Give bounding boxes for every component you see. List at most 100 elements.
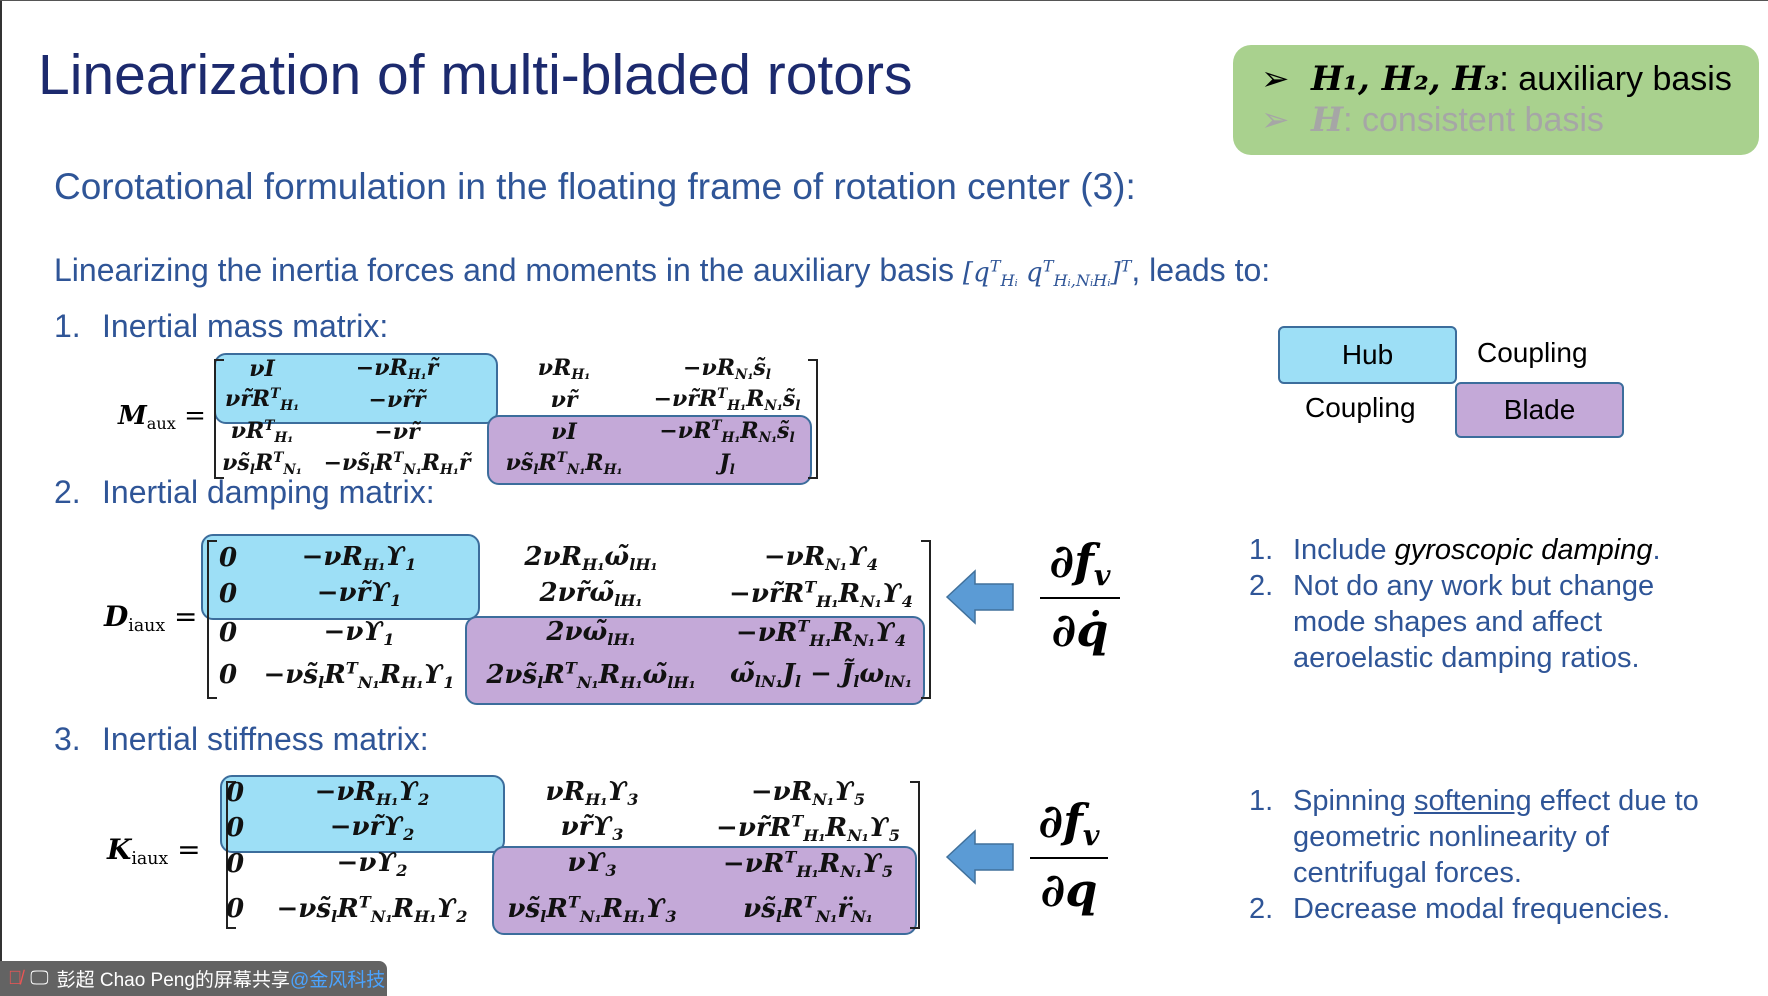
matrix-entry: −νr̃ϒ2 — [330, 812, 415, 844]
math-symbol: R — [374, 450, 394, 477]
math-symbol: −νr̃r̃ — [368, 387, 426, 413]
math-symbol: ϒ — [834, 777, 854, 808]
math-symbol: −νR — [659, 418, 712, 445]
matrix-entry: νr̃ϒ3 — [561, 812, 624, 844]
matrix-K: 0 −νRH₁ϒ2 νRH₁ϒ3 −νRN₁ϒ5 0 −νr̃ϒ2 νr̃ϒ3 −νr̃RTH… — [107, 775, 920, 935]
subscript: l — [317, 672, 325, 692]
note-text: Spinning — [1293, 785, 1414, 817]
subscript: H₁ — [414, 906, 437, 926]
subscript: l — [775, 906, 782, 926]
math-symbol: 0 — [225, 849, 245, 879]
math-symbol: −νR — [722, 848, 785, 879]
math-symbol: R — [324, 659, 346, 690]
math-symbol: −νϒ — [336, 848, 397, 879]
subscript: N₁ — [847, 825, 869, 845]
math-symbol: −νs̃ — [276, 893, 331, 924]
math-symbol: − J̃ — [801, 659, 854, 690]
arrow-bullet-icon: ➢ — [1261, 101, 1290, 139]
note-text: Decrease modal frequencies. — [1293, 893, 1671, 925]
legend-coupling-top: Coupling — [1477, 337, 1588, 368]
math-symbol: −νR — [735, 617, 798, 648]
math-symbol: νR — [545, 777, 586, 808]
subscript: l — [540, 906, 547, 926]
math-symbol: 2νs̃ — [486, 659, 538, 690]
matrix-entry: νs̃lRTN₁RH₁ — [506, 450, 623, 478]
section-label: Inertial stiffness matrix: — [102, 721, 429, 757]
callout-text: : consistent basis — [1343, 101, 1604, 139]
math-symbol: R — [838, 578, 861, 609]
math-symbol: νr̃R — [224, 386, 271, 413]
statement-end: , leads to: — [1131, 252, 1271, 288]
subscript: 3 — [612, 824, 624, 844]
matrix-entry: Jl — [719, 450, 735, 478]
subscript: N₁ — [403, 462, 422, 479]
subscript: N₁ — [853, 630, 876, 650]
denominator: ∂q̇ — [1040, 603, 1120, 657]
section-damping: 2. Inertial damping matrix: — [54, 474, 435, 511]
matrix-entry: −νRTH₁RN₁s̃l — [659, 418, 794, 446]
matrix-entry: 2νs̃lRTN₁RH₁ω̃lH₁ — [486, 658, 695, 692]
legend-coupling-bottom: Coupling — [1305, 392, 1416, 423]
mic-muted-icon[interactable]: 🎙̸ — [8, 967, 23, 989]
subscript: H₁ — [727, 398, 747, 415]
math-symbol: 0 — [218, 660, 238, 690]
subscript: H₁ — [440, 462, 459, 479]
math-symbol: ∂q̇ — [1051, 602, 1109, 657]
superscript: T — [273, 449, 284, 466]
math-symbol: −νs̃ — [323, 450, 370, 477]
math-symbol: νr̃ϒ — [560, 812, 613, 843]
note-text: Include — [1293, 534, 1395, 566]
superscript: T — [797, 616, 810, 636]
subscript: 1 — [390, 590, 402, 610]
damping-notes: 1. Include gyroscopic damping. 2. Not do a… — [1249, 532, 1673, 676]
math-symbol: νI — [551, 419, 577, 445]
superscript: T — [345, 658, 358, 678]
hub-block-highlight — [220, 775, 505, 853]
derivative-dfv-dqdot: ∂fv ∂q̇ — [1040, 534, 1120, 657]
matrix-entry: νϒ3 — [567, 848, 616, 880]
section-number: 3. — [54, 721, 81, 757]
subscript: lH₁ — [667, 672, 696, 692]
math-symbol: 2νR — [524, 542, 583, 573]
math-symbol: −νR — [750, 777, 813, 808]
math-symbol: ω̃ — [729, 659, 755, 690]
subscript: lN₁ — [754, 671, 783, 691]
superscript: T — [270, 385, 281, 402]
subscript: N₁ — [758, 430, 778, 447]
math-symbol: νR — [230, 418, 265, 445]
share-text: 彭超 Chao Peng的屏幕共享 — [56, 970, 290, 991]
superscript: T — [264, 417, 275, 434]
subscript: 2 — [418, 789, 430, 809]
subscript: 5 — [853, 789, 866, 809]
subscript: N₁ — [815, 906, 838, 926]
math-symbol: R — [543, 659, 565, 690]
math-symbol: ϒ — [398, 777, 419, 808]
math-symbol: ϒ — [875, 617, 895, 648]
left-bracket — [226, 781, 236, 929]
left-arrow-icon — [945, 829, 1014, 885]
math-symbol: νs̃ — [507, 893, 541, 924]
subscript: l — [729, 462, 735, 479]
note-emphasis: gyroscopic damping — [1394, 534, 1653, 566]
note-number: 2. — [1249, 893, 1274, 925]
matrix-entry: −νϒ2 — [337, 848, 408, 880]
math-symbol: 0 — [225, 778, 245, 808]
subscript: N₁ — [370, 906, 393, 926]
subscript: lH₁ — [607, 629, 636, 649]
section-number: 1. — [54, 308, 81, 344]
subscript: N₁ — [579, 906, 602, 926]
math-symbol: −νs̃ — [263, 659, 318, 690]
screen-share-bar[interactable]: 🎙̸ 🖵 彭超 Chao Peng的屏幕共享 @金风科技 — [0, 961, 387, 996]
note-number: 2. — [1249, 570, 1274, 602]
right-bracket — [808, 359, 818, 479]
basis-vector: [qTHᵢ qTHᵢ,NᵢHᵢ]T — [963, 256, 1131, 290]
subscript: lH₁ — [614, 590, 643, 610]
note-item: 1. Spinning softening effect due to geome… — [1249, 783, 1733, 891]
subscript: iaux — [128, 616, 166, 637]
subscript: N₁ — [851, 906, 873, 926]
subscript: lH₁ — [629, 554, 658, 574]
section-number: 2. — [54, 474, 81, 510]
subscript: H₁ — [620, 672, 643, 692]
matrix-entry: −νr̃RTH₁RN₁s̃l — [654, 386, 801, 414]
math-symbol: ω — [859, 659, 885, 690]
